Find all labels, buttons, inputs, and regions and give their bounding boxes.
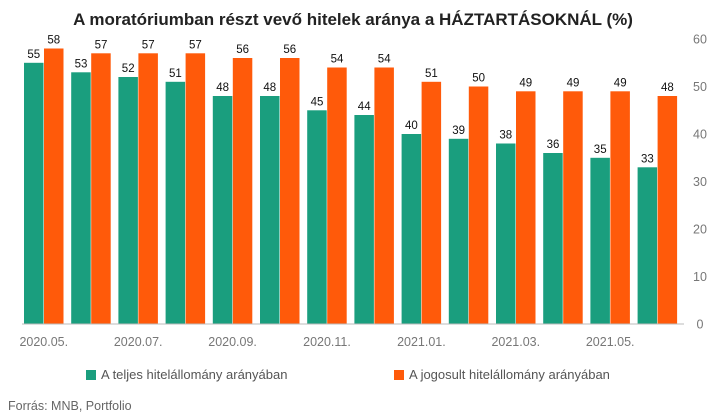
bar-teljes-9 [448,138,469,325]
x-tick-label: 2021.05. [586,335,635,349]
bar-jogosult-11 [563,91,583,325]
value-label-teljes-12: 35 [594,144,607,156]
bar-teljes-7 [354,115,374,324]
bar-jogosult-13 [657,96,678,324]
value-label-teljes-3: 51 [169,68,182,80]
bar-jogosult-10 [516,91,536,325]
value-label-jogosult-1: 57 [95,39,108,51]
value-label-jogosult-11: 49 [567,77,580,89]
x-tick-label: 2020.07. [114,335,163,349]
bar-teljes-1 [71,72,91,325]
value-label-jogosult-8: 51 [425,68,438,80]
value-label-group: 55 58 53 57 52 57 51 57 48 56 48 56 45 54 44 54 40 51 39 50… [27,35,673,166]
bar-jogosult-5 [280,58,300,324]
value-label-jogosult-12: 49 [614,77,627,89]
value-label-teljes-0: 55 [27,49,40,61]
bar-teljes-5 [260,96,280,324]
bar-jogosult-2 [138,53,158,325]
y-tick-label: 60 [693,33,707,47]
legend: A teljes hitelállomány arányában A jogos… [86,367,610,382]
value-label-teljes-2: 52 [122,63,135,75]
bar-teljes-6 [307,110,327,325]
bar-teljes-0 [24,62,44,325]
value-label-jogosult-5: 56 [283,44,296,56]
bar-teljes-12 [590,157,610,325]
x-axis: 2020.05. 2020.07. 2020.09. 2020.11. 2021.01.… [19,335,634,349]
value-label-teljes-11: 36 [547,139,560,151]
y-axis: 0 10 20 30 40 50 60 [693,33,707,332]
x-tick-label: 2021.01. [397,335,446,349]
value-label-teljes-9: 39 [452,125,465,137]
bar-jogosult-7 [374,67,394,324]
bar-teljes-13 [637,167,658,325]
y-tick-label: 20 [693,223,707,237]
legend-label-jogosult: A jogosult hitelállomány arányában [409,367,610,382]
value-label-jogosult-7: 54 [378,54,391,66]
chart-title: A moratóriumban részt vevő hitelek arány… [73,10,633,29]
value-label-jogosult-13: 48 [661,82,674,94]
value-label-teljes-4: 48 [216,82,229,94]
value-label-teljes-10: 38 [499,130,512,142]
bar-group [24,48,678,325]
x-tick-label: 2020.05. [19,335,68,349]
bar-teljes-3 [165,81,186,325]
value-label-teljes-1: 53 [75,58,88,70]
value-label-teljes-8: 40 [405,120,418,132]
bar-jogosult-9 [468,86,489,324]
bar-jogosult-4 [232,58,253,324]
y-tick-label: 0 [697,318,704,332]
value-label-jogosult-6: 54 [331,54,344,66]
bar-teljes-10 [496,143,516,324]
value-label-jogosult-0: 58 [47,35,60,47]
legend-swatch-teljes [86,370,96,380]
value-label-jogosult-4: 56 [236,44,249,56]
bar-jogosult-8 [421,81,442,325]
y-tick-label: 30 [693,175,707,189]
bar-jogosult-1 [91,53,111,325]
bar-jogosult-12 [610,91,630,325]
x-tick-label: 2021.03. [491,335,540,349]
value-label-jogosult-10: 49 [519,77,532,89]
y-tick-label: 10 [693,270,707,284]
value-label-jogosult-3: 57 [189,39,202,51]
bar-teljes-11 [543,153,563,324]
y-tick-label: 50 [693,80,707,94]
legend-swatch-jogosult [394,370,404,380]
x-tick-label: 2020.11. [303,335,351,349]
value-label-teljes-7: 44 [358,101,371,113]
bar-jogosult-6 [327,67,347,324]
value-label-teljes-13: 33 [641,153,654,165]
y-tick-label: 40 [693,128,707,142]
bar-teljes-4 [212,96,233,324]
bar-teljes-8 [401,134,422,324]
value-label-teljes-6: 45 [311,96,324,108]
bar-teljes-2 [118,77,138,324]
bar-jogosult-3 [185,53,206,325]
legend-label-teljes: A teljes hitelállomány arányában [101,367,287,382]
source-note: Forrás: MNB, Portfolio [8,399,132,413]
x-tick-label: 2020.09. [208,335,257,349]
value-label-teljes-5: 48 [263,82,276,94]
value-label-jogosult-9: 50 [472,73,485,85]
value-label-jogosult-2: 57 [142,39,155,51]
bar-jogosult-0 [44,48,64,324]
